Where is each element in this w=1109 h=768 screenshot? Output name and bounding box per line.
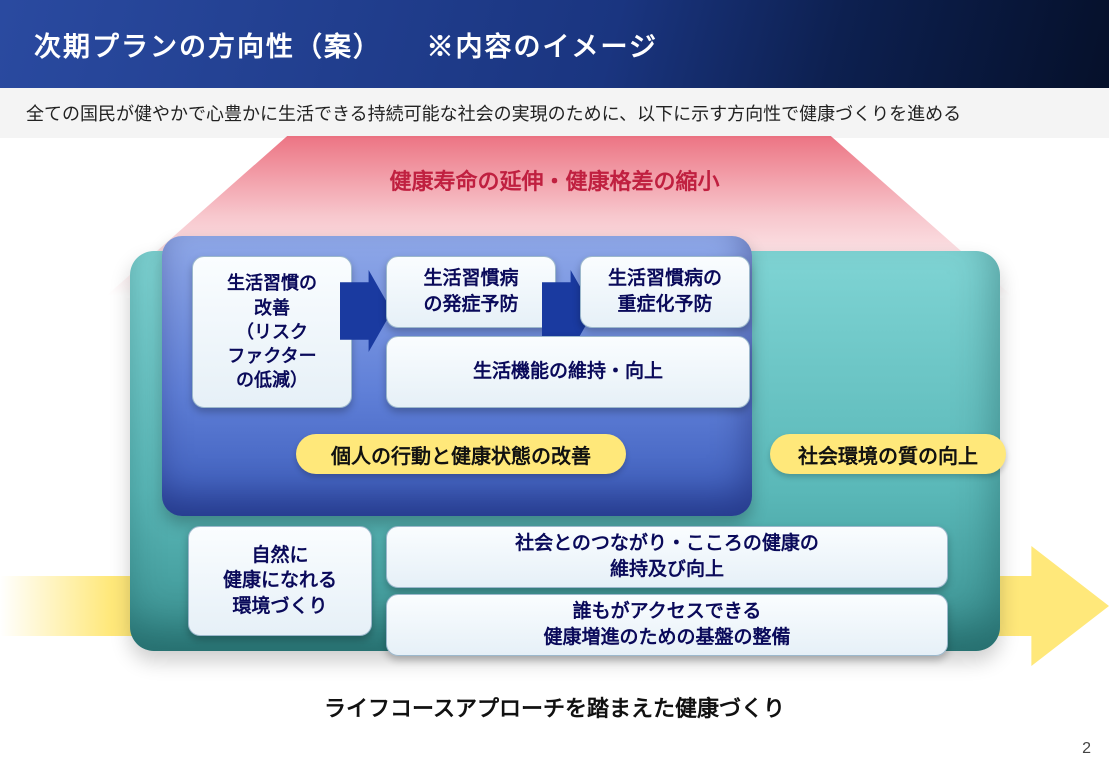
slide-title: 次期プランの方向性（案） ※内容のイメージ	[34, 25, 658, 64]
diagram-canvas: 健康寿命の延伸・健康格差の縮小 生活習慣の改善（リスクファクターの低減） 生活習…	[0, 136, 1109, 768]
slide-header: 次期プランの方向性（案） ※内容のイメージ	[0, 0, 1109, 88]
pill-social-env: 社会環境の質の向上	[770, 434, 1006, 474]
card-social-connection: 社会とのつながり・こころの健康の維持及び向上	[386, 526, 948, 588]
card-prevent-severe: 生活習慣病の重症化予防	[580, 256, 750, 328]
lifecycle-text: ライフコースアプローチを踏まえた健康づくり	[0, 691, 1109, 723]
card-natural-env: 自然に健康になれる環境づくり	[188, 526, 372, 636]
top-banner-text: 健康寿命の延伸・健康格差の縮小	[0, 164, 1109, 196]
card-access-base: 誰もがアクセスできる健康増進のための基盤の整備	[386, 594, 948, 656]
slide-subtitle: 全ての国民が健やかで心豊かに生活できる持続可能な社会の実現のために、以下に示す方…	[0, 88, 1109, 138]
pill-individual: 個人の行動と健康状態の改善	[296, 434, 626, 474]
card-maintain-function: 生活機能の維持・向上	[386, 336, 750, 408]
card-lifestyle-improve: 生活習慣の改善（リスクファクターの低減）	[192, 256, 352, 408]
page-number: 2	[1082, 740, 1091, 758]
card-prevent-onset: 生活習慣病の発症予防	[386, 256, 556, 328]
